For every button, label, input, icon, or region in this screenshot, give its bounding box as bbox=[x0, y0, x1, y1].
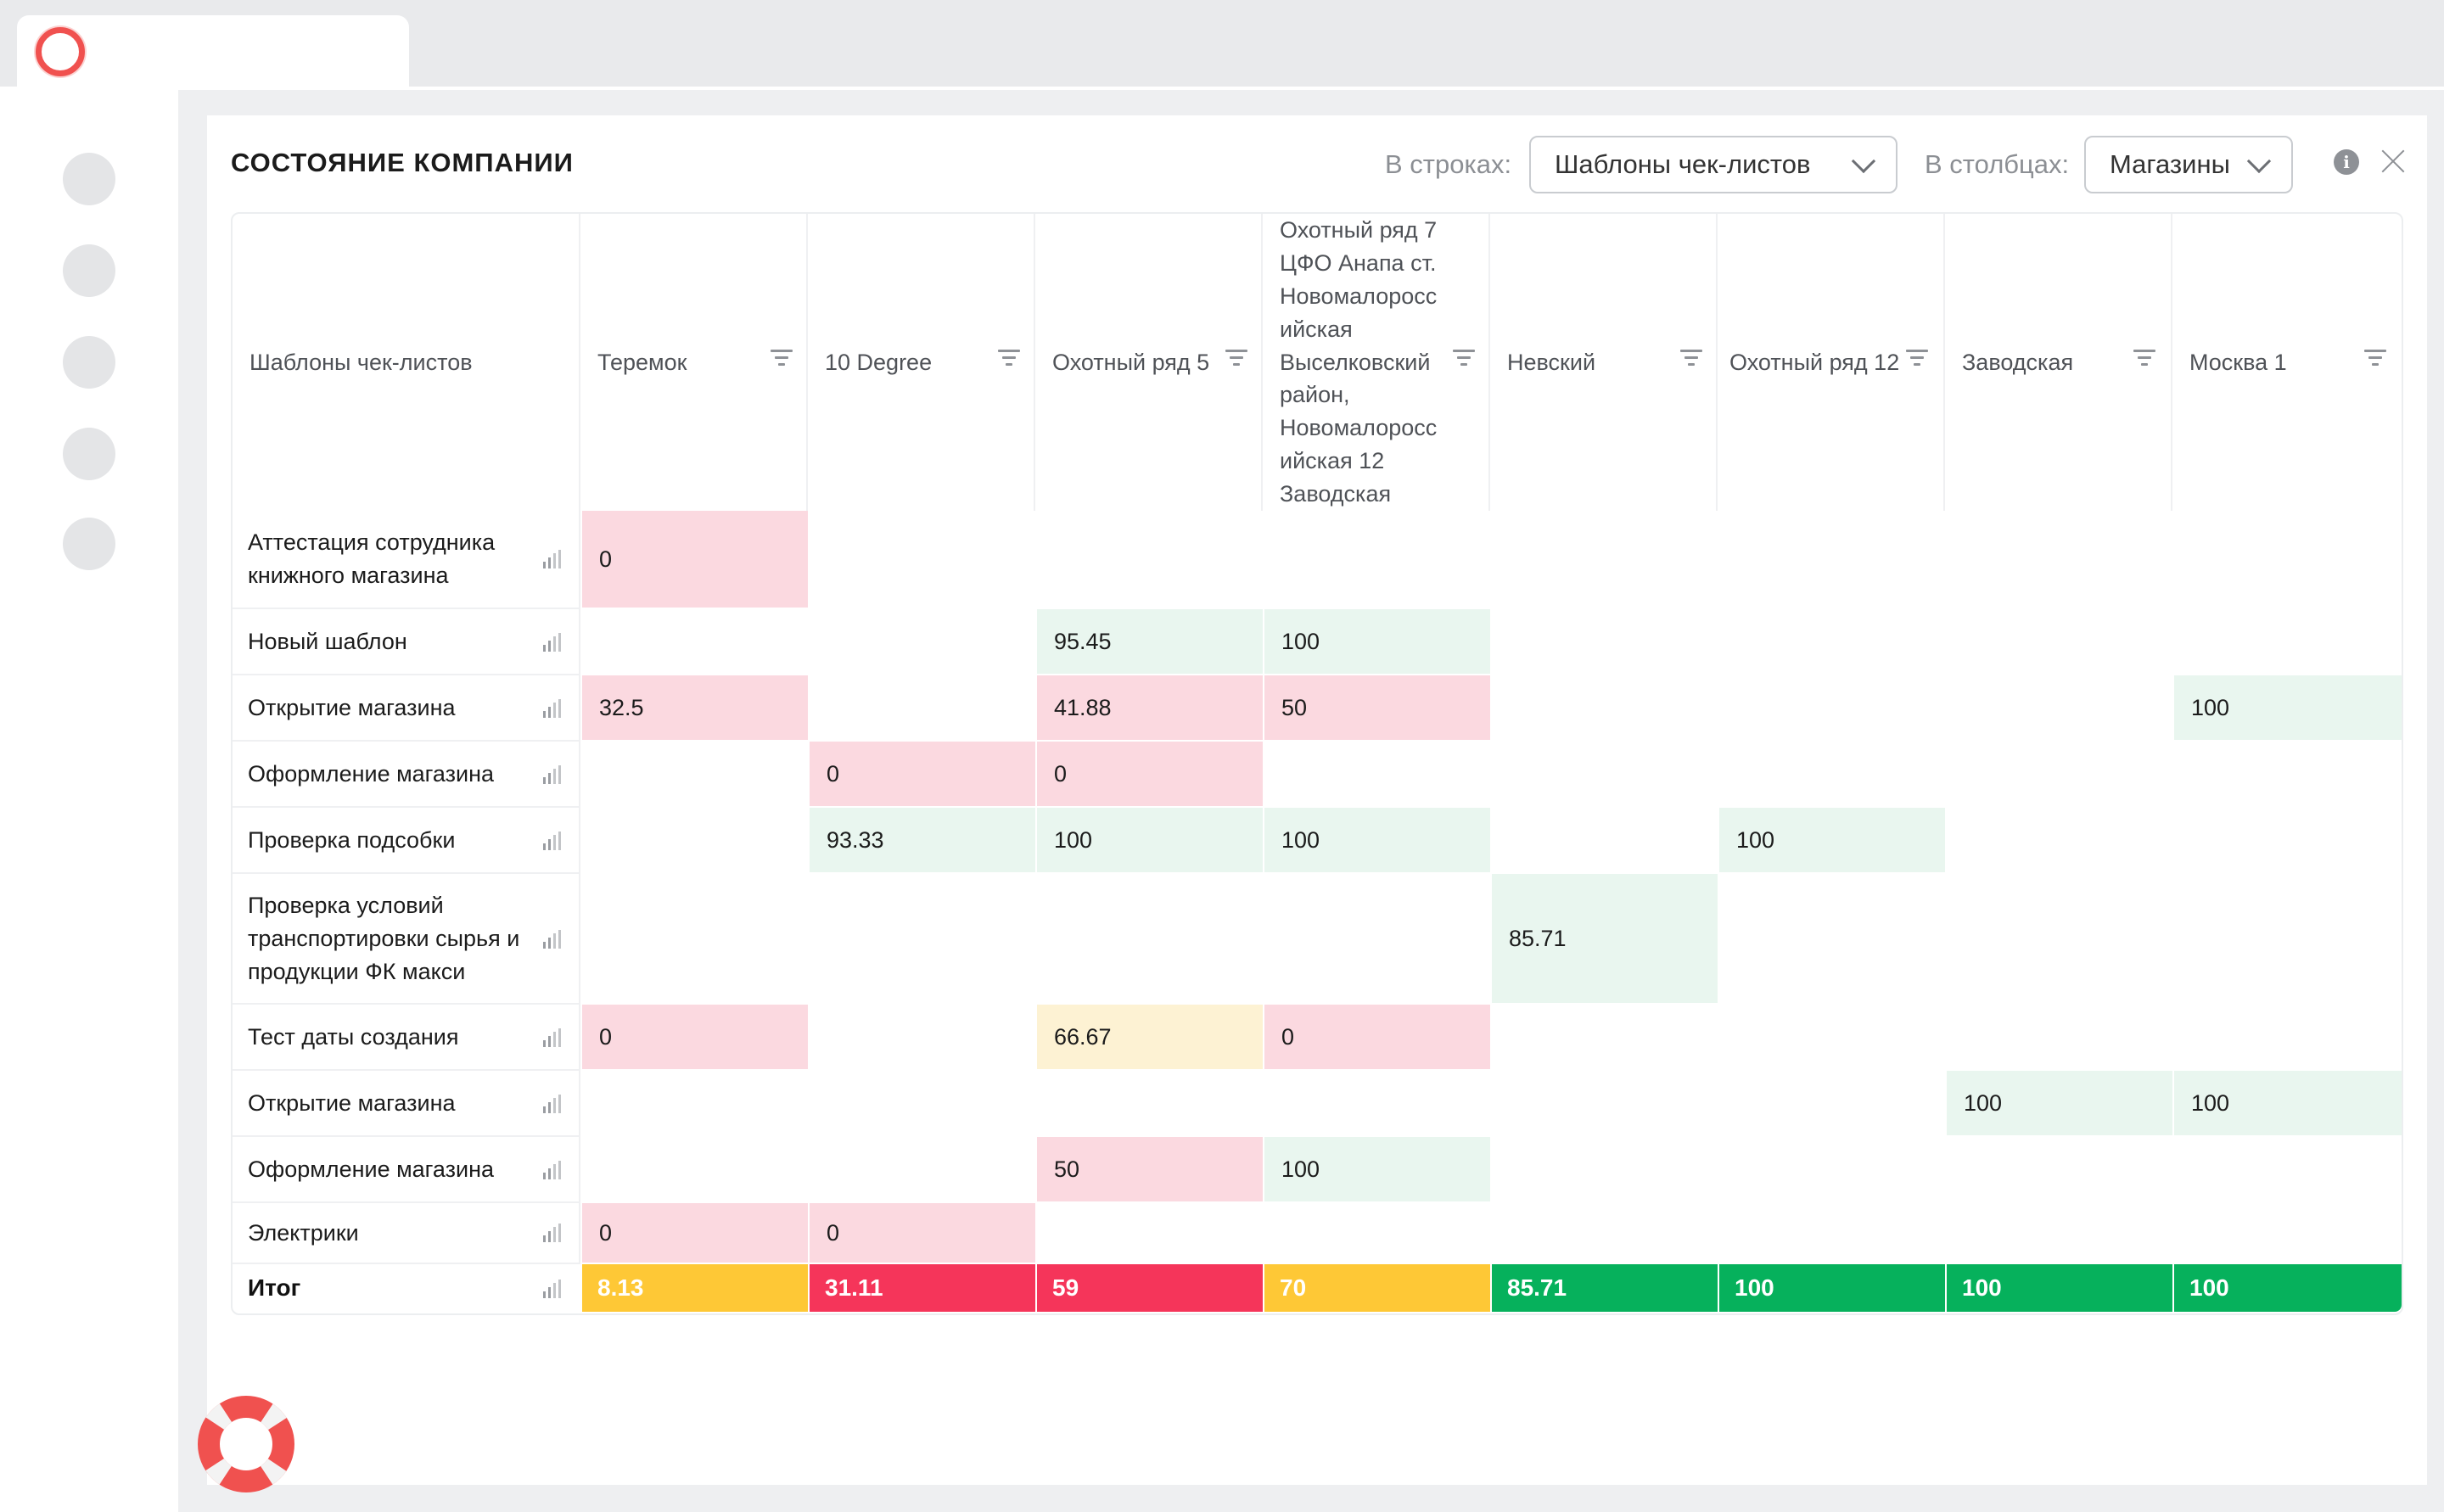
table-cell[interactable]: 100 bbox=[2174, 675, 2402, 740]
column-header: Охотный ряд 7 ЦФО Анапа ст. Новомалоросс… bbox=[1263, 214, 1490, 511]
table-cell[interactable]: 0 bbox=[582, 1005, 808, 1069]
bar-chart-icon[interactable] bbox=[543, 1280, 562, 1298]
column-header: Невский bbox=[1490, 214, 1718, 511]
row-label: Открытие магазина bbox=[233, 1071, 580, 1137]
table-cell[interactable]: 50 bbox=[1264, 675, 1490, 740]
filter-icon[interactable] bbox=[2133, 350, 2155, 367]
table-cell[interactable]: 0 bbox=[1037, 742, 1263, 806]
column-header-templates: Шаблоны чек-листов bbox=[233, 214, 580, 511]
table-cell[interactable]: 100 bbox=[1037, 808, 1263, 872]
table-cell[interactable]: 0 bbox=[582, 1203, 808, 1263]
columns-select[interactable]: Магазины bbox=[2084, 136, 2293, 193]
total-cell[interactable]: 100 bbox=[2174, 1264, 2402, 1312]
row-label: Проверка условий транспортировки сырья и… bbox=[233, 874, 580, 1005]
total-cell[interactable]: 70 bbox=[1264, 1264, 1490, 1312]
app-logo-icon bbox=[36, 27, 85, 76]
total-row-label: Итог bbox=[248, 1274, 301, 1301]
bar-chart-icon[interactable] bbox=[543, 1028, 562, 1047]
column-header: 10 Degree bbox=[808, 214, 1035, 511]
bar-chart-icon[interactable] bbox=[543, 1161, 562, 1179]
browser-tab[interactable] bbox=[17, 15, 409, 87]
sidebar-item-3-icon[interactable] bbox=[63, 336, 115, 389]
pivot-table bbox=[231, 212, 2403, 1315]
table-cell[interactable]: 95.45 bbox=[1037, 609, 1263, 674]
columns-label: В столбцах: bbox=[1925, 149, 2070, 179]
total-cell[interactable]: 59 bbox=[1037, 1264, 1263, 1312]
table-cell[interactable]: 66.67 bbox=[1037, 1005, 1263, 1069]
sidebar bbox=[0, 90, 178, 1512]
total-cell[interactable]: 100 bbox=[1719, 1264, 1945, 1312]
filter-icon[interactable] bbox=[771, 350, 793, 367]
table-cell[interactable]: 93.33 bbox=[810, 808, 1035, 872]
total-cell[interactable]: 85.71 bbox=[1492, 1264, 1718, 1312]
bar-chart-icon[interactable] bbox=[543, 699, 562, 718]
table-cell[interactable]: 50 bbox=[1037, 1137, 1263, 1201]
page-title: СОСТОЯНИЕ КОМПАНИИ bbox=[231, 148, 574, 177]
bar-chart-icon[interactable] bbox=[543, 930, 562, 949]
row-label: Оформление магазина bbox=[233, 1137, 580, 1203]
sidebar-item-4-icon[interactable] bbox=[63, 428, 115, 480]
table-cell[interactable]: 41.88 bbox=[1037, 675, 1263, 740]
table-cell[interactable]: 100 bbox=[1947, 1071, 2172, 1135]
column-header: Охотный ряд 5 bbox=[1035, 214, 1263, 511]
row-label: Новый шаблон bbox=[233, 609, 580, 675]
column-header: Заводская bbox=[1945, 214, 2172, 511]
table-cell[interactable]: 100 bbox=[2174, 1071, 2402, 1135]
filter-icon[interactable] bbox=[1225, 350, 1247, 367]
columns-select-value: Магазины bbox=[2110, 149, 2230, 179]
company-status-panel bbox=[207, 115, 2427, 1485]
bar-chart-icon[interactable] bbox=[543, 550, 562, 568]
table-cell[interactable]: 100 bbox=[1264, 1137, 1490, 1201]
chevron-down-icon bbox=[1851, 148, 1876, 174]
column-header: Москва 1 bbox=[2189, 349, 2287, 375]
filter-icon[interactable] bbox=[1680, 350, 1702, 367]
lifebuoy-help-icon[interactable] bbox=[197, 1395, 295, 1493]
row-label: Тест даты создания bbox=[233, 1005, 580, 1071]
sidebar-item-5-icon[interactable] bbox=[63, 518, 115, 570]
row-label: Проверка подсобки bbox=[233, 808, 580, 874]
table-cell[interactable]: 0 bbox=[810, 1203, 1035, 1263]
rows-select[interactable]: Шаблоны чек-листов bbox=[1529, 136, 1897, 193]
column-header: Теремок bbox=[580, 214, 808, 511]
filter-icon[interactable] bbox=[1453, 350, 1475, 367]
sidebar-item-1-icon[interactable] bbox=[63, 153, 115, 205]
row-label: Оформление магазина bbox=[233, 742, 580, 808]
bar-chart-icon[interactable] bbox=[543, 1224, 562, 1242]
chevron-down-icon bbox=[2246, 148, 2272, 174]
filter-icon[interactable] bbox=[2364, 350, 2386, 367]
rows-select-value: Шаблоны чек-листов bbox=[1555, 149, 1811, 179]
total-cell[interactable]: 31.11 bbox=[810, 1264, 1035, 1312]
total-cell[interactable]: 100 bbox=[1947, 1264, 2172, 1312]
column-header: Охотный ряд 12 bbox=[1718, 214, 1945, 511]
row-label: Электрики bbox=[233, 1203, 580, 1264]
total-cell[interactable]: 8.13 bbox=[582, 1264, 808, 1312]
table-cell[interactable]: 100 bbox=[1264, 609, 1490, 674]
filter-icon[interactable] bbox=[998, 350, 1020, 367]
filter-icon[interactable] bbox=[1906, 350, 1928, 367]
bar-chart-icon[interactable] bbox=[543, 633, 562, 652]
row-label: Открытие магазина bbox=[233, 675, 580, 742]
row-label: Аттестация сотрудника книжного магазина bbox=[233, 511, 580, 609]
sidebar-item-2-icon[interactable] bbox=[63, 244, 115, 297]
table-cell[interactable]: 85.71 bbox=[1492, 874, 1718, 1003]
bar-chart-icon[interactable] bbox=[543, 765, 562, 784]
info-icon[interactable]: i bbox=[2334, 149, 2359, 175]
table-cell[interactable]: 100 bbox=[1264, 808, 1490, 872]
rows-label: В строках: bbox=[1385, 149, 1512, 179]
table-cell[interactable]: 0 bbox=[582, 511, 808, 608]
table-cell[interactable]: 100 bbox=[1719, 808, 1945, 872]
table-cell[interactable]: 0 bbox=[810, 742, 1035, 806]
bar-chart-icon[interactable] bbox=[543, 1095, 562, 1113]
table-cell[interactable]: 0 bbox=[1264, 1005, 1490, 1069]
close-icon[interactable] bbox=[2378, 146, 2408, 176]
bar-chart-icon[interactable] bbox=[543, 832, 562, 850]
table-cell[interactable]: 32.5 bbox=[582, 675, 808, 740]
